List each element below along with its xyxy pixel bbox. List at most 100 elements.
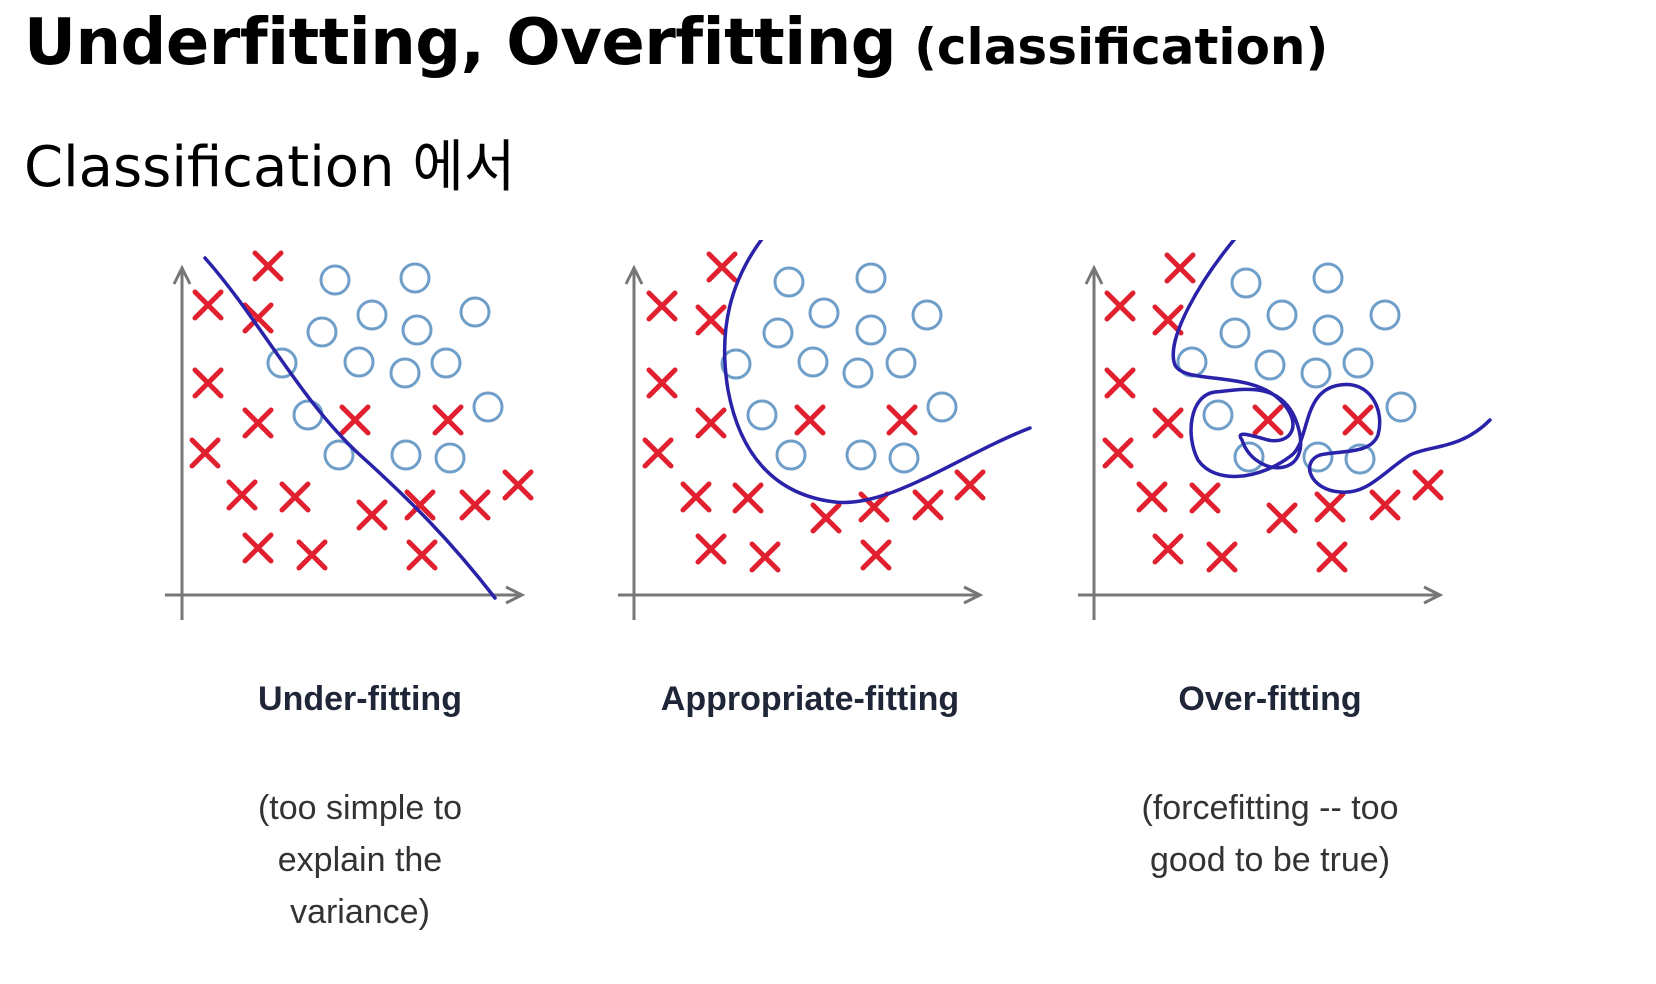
circle-marker	[472, 391, 504, 423]
circle-marker	[1344, 443, 1376, 475]
cross-marker	[1189, 482, 1221, 514]
circle-marker	[399, 262, 431, 294]
cross-marker	[1104, 290, 1136, 322]
circle-marker	[1312, 314, 1344, 346]
cross-marker	[242, 407, 274, 439]
cross-marker	[356, 499, 388, 531]
cross-marker	[1164, 252, 1196, 284]
decision-boundary	[1171, 240, 1492, 494]
circle-marker	[323, 439, 355, 471]
cross-marker	[406, 539, 438, 571]
circle-marker	[1300, 357, 1332, 389]
circle-marker	[1369, 299, 1401, 331]
cross-marker	[695, 533, 727, 565]
cross-marker	[695, 407, 727, 439]
circle-marker	[762, 317, 794, 349]
circle-marker	[746, 399, 778, 431]
circle-marker	[1233, 441, 1265, 473]
circle-marker	[389, 357, 421, 389]
cross-marker	[432, 404, 464, 436]
cross-marker	[749, 541, 781, 573]
circle-marker	[1302, 441, 1334, 473]
circle-marker	[885, 347, 917, 379]
circle-marker	[888, 442, 920, 474]
circle-marker	[720, 348, 752, 380]
panel-overfitting: Over-fitting (forcefitting -- too good t…	[1020, 240, 1520, 960]
panel-label: Over-fitting	[1178, 680, 1362, 718]
cross-marker	[1342, 404, 1374, 436]
decision-boundary	[203, 256, 497, 600]
cross-marker	[1412, 469, 1444, 501]
circle-marker	[855, 314, 887, 346]
circle-marker	[319, 264, 351, 296]
cross-marker	[810, 502, 842, 534]
circle-marker	[1202, 399, 1234, 431]
circle-marker	[855, 262, 887, 294]
circle-marker	[797, 346, 829, 378]
cross-marker	[404, 489, 436, 521]
circle-marker	[390, 439, 422, 471]
cross-marker	[1266, 502, 1298, 534]
cross-marker	[794, 404, 826, 436]
cross-marker	[339, 404, 371, 436]
cross-marker	[680, 481, 712, 513]
cross-marker	[1316, 541, 1348, 573]
cross-marker	[1152, 533, 1184, 565]
cross-marker	[1104, 367, 1136, 399]
circle-marker	[808, 297, 840, 329]
cross-marker	[646, 290, 678, 322]
cross-marker	[646, 367, 678, 399]
cross-marker	[226, 479, 258, 511]
axes	[618, 264, 984, 620]
circle-marker	[1342, 347, 1374, 379]
circle-marker	[775, 439, 807, 471]
slide-title: Underfitting, Overfitting (classification…	[24, 6, 1328, 80]
circle-marker	[911, 299, 943, 331]
panel-label: Appropriate-fitting	[660, 680, 960, 718]
slide-subtitle: Classification 에서	[24, 135, 516, 200]
cross-marker	[1252, 404, 1284, 436]
circle-marker	[306, 316, 338, 348]
cross-marker	[1152, 407, 1184, 439]
cross-marker	[1206, 541, 1238, 573]
cross-marker	[242, 532, 274, 564]
axes	[1078, 264, 1444, 620]
panel-label: Under-fitting	[258, 680, 462, 718]
decision-boundary	[722, 240, 1032, 505]
panel-underfitting: Under-fitting (too simple to explain the…	[110, 240, 610, 960]
axes	[165, 264, 526, 620]
cross-marker	[732, 482, 764, 514]
underfitting-diagram	[165, 250, 534, 620]
cross-marker	[642, 437, 674, 469]
circle-marker	[1266, 299, 1298, 331]
cross-marker	[1369, 489, 1401, 521]
circle-marker	[842, 357, 874, 389]
cross-marker	[695, 304, 727, 336]
circle-marker	[401, 314, 433, 346]
circle-marker	[845, 439, 877, 471]
cross-marker	[1314, 491, 1346, 523]
panel-note: (too simple to explain the variance)	[257, 789, 463, 931]
appropriate-fitting-diagram	[618, 240, 1032, 620]
cross-marker	[860, 539, 892, 571]
cross-marker	[1152, 304, 1184, 336]
panel-appropriate-fitting: Appropriate-fitting	[560, 240, 1060, 960]
circle-marker	[459, 296, 491, 328]
circle-marker	[926, 391, 958, 423]
cross-marker	[252, 250, 284, 282]
circle-marker	[292, 399, 324, 431]
circle-marker	[1219, 317, 1251, 349]
cross-marker	[192, 367, 224, 399]
cross-marker	[706, 251, 738, 283]
cross-marker	[1136, 481, 1168, 513]
cross-marker	[459, 489, 491, 521]
cross-marker	[954, 469, 986, 501]
cross-marker	[1102, 437, 1134, 469]
cross-marker	[242, 302, 274, 334]
circle-marker	[430, 347, 462, 379]
cross-marker	[912, 489, 944, 521]
circle-marker	[434, 442, 466, 474]
circle-marker	[1254, 349, 1286, 381]
circle-marker	[356, 299, 388, 331]
circle-marker	[266, 347, 298, 379]
